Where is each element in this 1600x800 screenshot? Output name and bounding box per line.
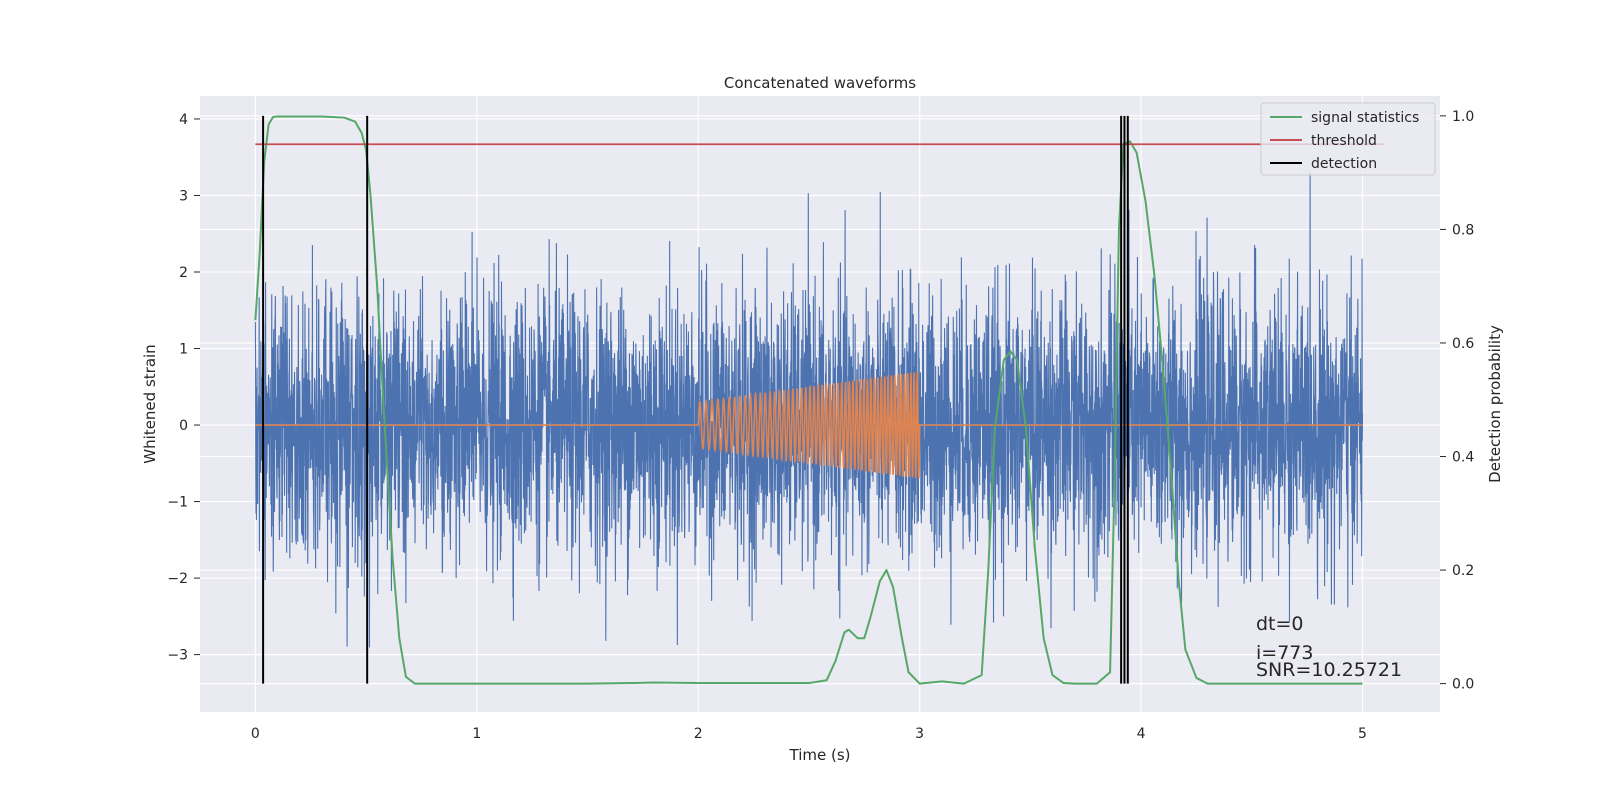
x-axis-label: Time (s) [789, 746, 851, 764]
x-tick-label: 5 [1358, 726, 1367, 742]
legend-label-detection: detection [1311, 156, 1377, 172]
x-tick-label: 4 [1137, 726, 1146, 742]
detection-series [262, 115, 1129, 684]
y-tick-label-left: −1 [167, 495, 188, 511]
x-tick-label: 1 [472, 726, 481, 742]
y-tick-label-left: −2 [167, 571, 188, 587]
y-tick-label-right: 1.0 [1452, 109, 1474, 125]
injected-waveform-series [255, 371, 1363, 479]
y-tick-label-left: 3 [179, 188, 188, 204]
injected-waveform-line [255, 371, 1363, 479]
y-tick-label-left: −3 [167, 648, 188, 664]
legend-label-threshold: threshold [1311, 133, 1377, 149]
y-tick-label-right: 0.2 [1452, 563, 1474, 579]
legend-box [1260, 102, 1436, 176]
axis-ticks: 0 1 2 3 4 5 −3 −2 −1 0 1 2 3 4 0.0 0.2 0.4 0.6 0.8 1.0 [167, 109, 1474, 742]
y-tick-label-right: 0.6 [1452, 336, 1474, 352]
legend-label-signal-statistics: signal statistics [1311, 110, 1419, 126]
y-tick-label-left: 2 [179, 265, 188, 281]
y-axis-label-detection-probability: Detection probability [1486, 325, 1504, 483]
y-tick-label-left: 4 [179, 112, 188, 128]
x-tick-label: 2 [694, 726, 703, 742]
legend: signal statistics threshold detection [1260, 102, 1436, 176]
y-tick-label-right: 0.4 [1452, 450, 1474, 466]
chart-title: Concatenated waveforms [724, 74, 916, 92]
y-tick-label-left: 0 [179, 418, 188, 434]
y-tick-label-left: 1 [179, 342, 188, 358]
y-axis-label-whitened-strain: Whitened strain [141, 344, 159, 463]
y-tick-label-right: 0.8 [1452, 222, 1474, 238]
annotation-index: i=773 [1256, 642, 1313, 664]
x-tick-label: 0 [251, 726, 260, 742]
y-tick-label-right: 0.0 [1452, 677, 1474, 693]
annotation-dt: dt=0 [1256, 613, 1304, 635]
x-tick-label: 3 [915, 726, 924, 742]
annotation-snr: SNR=10.25721 [1256, 659, 1402, 681]
